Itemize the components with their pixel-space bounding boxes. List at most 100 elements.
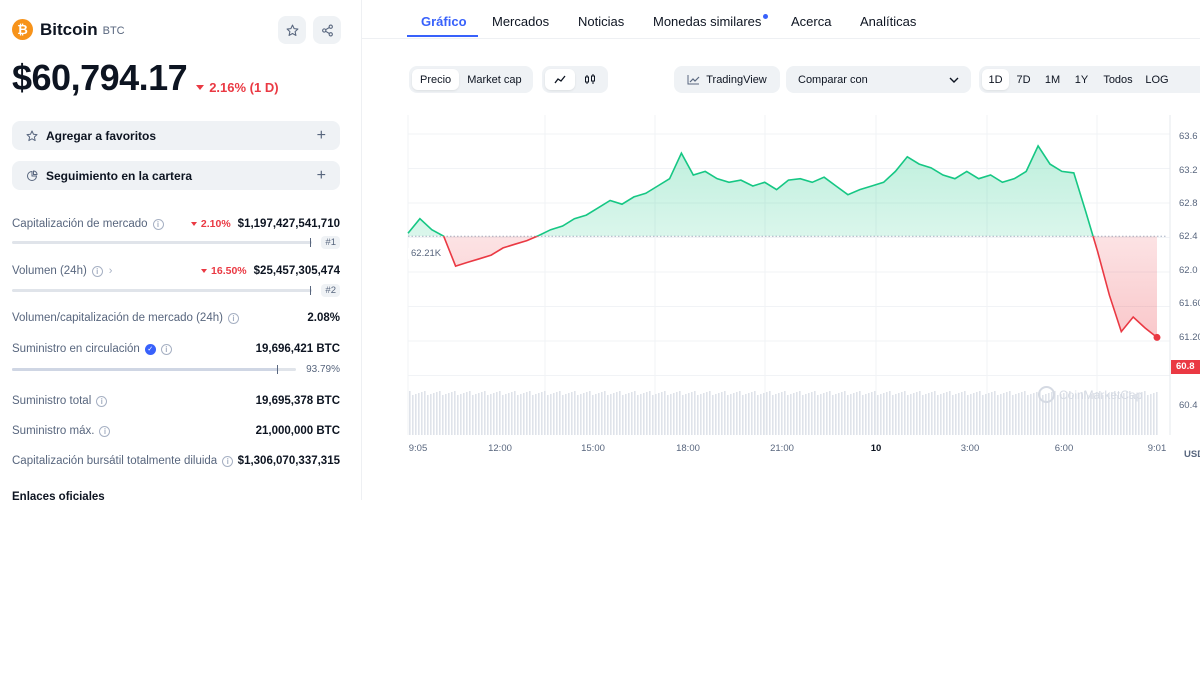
track-portfolio-label: Seguimiento en la cartera — [46, 168, 193, 183]
volume-bar — [739, 391, 741, 435]
volume-rank-badge: #2 — [321, 283, 340, 297]
range-1m-button[interactable]: 1M — [1044, 73, 1061, 86]
info-icon[interactable]: i — [160, 343, 172, 355]
volume-bar — [1021, 392, 1023, 435]
volume-bar — [943, 393, 945, 435]
volume-bar — [826, 392, 828, 435]
tab-chart[interactable]: Gráfico — [421, 14, 467, 29]
price-chart-svg: 9:05 12:00 15:00 18:00 21:00 10 3:00 6:00 9:01 6… — [407, 115, 1200, 454]
range-7d-button[interactable]: 7D — [1016, 73, 1031, 86]
share-button[interactable] — [313, 16, 341, 44]
tab-similar-coins[interactable]: Monedas similares — [653, 14, 762, 29]
stat-max-supply-value: 21,000,000 BTC — [255, 425, 340, 437]
volume-bar — [601, 392, 603, 435]
volume-bar — [1087, 395, 1089, 435]
volume-bar — [1144, 391, 1146, 435]
log-scale-button[interactable]: LOG — [1145, 73, 1169, 86]
marketcap-toggle-button[interactable]: Market cap — [467, 73, 522, 86]
volume-bar — [706, 392, 708, 435]
volume-bar — [745, 394, 747, 435]
chevron-down-icon — [949, 77, 959, 83]
tradingview-button[interactable]: TradingView — [674, 66, 780, 93]
volume-bar — [532, 395, 534, 435]
volume-bar — [811, 392, 813, 435]
volume-bar — [640, 394, 642, 435]
area-fill-up — [408, 145, 1157, 237]
candlestick-icon — [585, 74, 595, 84]
volume-bar — [982, 395, 984, 435]
volume-bar — [898, 393, 900, 435]
volume-bar — [1042, 395, 1044, 435]
y-axis-tick-label: 61.60 — [1179, 298, 1200, 309]
info-icon[interactable]: i — [91, 265, 103, 277]
price-toggle-button[interactable]: Precio — [412, 69, 460, 90]
stat-volume: Volumen (24h) i › 16.50% $25,457,305,474 — [12, 265, 340, 277]
range-all-button[interactable]: Todos — [1103, 73, 1133, 86]
volume-bar — [1156, 392, 1158, 435]
volume-bar — [886, 392, 888, 435]
tab-markets[interactable]: Mercados — [492, 14, 550, 29]
chevron-right-icon[interactable]: › — [108, 265, 113, 277]
volume-bar — [763, 393, 765, 435]
volume-bar — [664, 391, 666, 435]
volume-bar — [418, 393, 420, 435]
volume-bar — [487, 395, 489, 435]
volume-bar — [874, 391, 876, 435]
down-arrow-icon — [201, 269, 208, 273]
favorite-button[interactable] — [278, 16, 306, 44]
tab-analytics[interactable]: Analíticas — [860, 14, 917, 29]
volume-bar — [1057, 395, 1059, 435]
volume-bar — [889, 391, 891, 435]
range-1y-button[interactable]: 1Y — [1074, 73, 1089, 86]
tab-news[interactable]: Noticias — [578, 14, 625, 29]
volume-bar — [877, 395, 879, 435]
volume-bar — [880, 394, 882, 435]
stat-market-cap-value: $1,197,427,541,710 — [237, 218, 340, 230]
stat-circulating-supply: Suministro en circulación ✓ i 19,696,421 B… — [12, 343, 340, 355]
volume-bars — [409, 391, 1158, 435]
info-icon[interactable]: i — [96, 395, 108, 407]
volume-bar — [922, 395, 924, 435]
volume-bar — [547, 395, 549, 435]
trending-chart-icon — [687, 75, 700, 85]
tradingview-label: TradingView — [706, 73, 767, 86]
circulating-supply-bar: 93.79% — [12, 363, 340, 375]
compare-with-dropdown[interactable]: Comparar con — [786, 66, 971, 93]
volume-bar — [985, 394, 987, 435]
down-arrow-icon — [190, 222, 197, 226]
volume-bar — [949, 391, 951, 435]
candlestick-chart-button[interactable] — [575, 69, 605, 90]
volume-bar — [424, 391, 426, 435]
range-1d-button[interactable]: 1D — [982, 69, 1009, 90]
info-icon[interactable]: i — [99, 425, 111, 437]
stat-fdv-value: $1,306,070,337,315 — [237, 455, 340, 467]
volume-bar — [490, 394, 492, 435]
line-chart-button[interactable] — [545, 69, 575, 90]
volume-bar — [778, 393, 780, 435]
add-to-favorites-button[interactable]: Agregar a favoritos + — [12, 121, 340, 150]
volume-bar — [784, 391, 786, 435]
volume-bar — [544, 391, 546, 435]
info-icon[interactable]: i — [227, 312, 239, 324]
volume-bar — [1060, 394, 1062, 435]
stat-volume-label: Volumen (24h) — [12, 265, 87, 277]
volume-bar — [466, 392, 468, 435]
info-icon[interactable]: i — [222, 455, 234, 467]
volume-bar — [682, 395, 684, 435]
price-chart[interactable]: 9:05 12:00 15:00 18:00 21:00 10 3:00 6:00 9:01 6… — [362, 100, 1200, 500]
coin-symbol: BTC — [102, 25, 125, 37]
compare-with-label: Comparar con — [798, 73, 868, 86]
volume-bar — [598, 393, 600, 435]
current-price-dot — [1153, 333, 1161, 341]
tab-about[interactable]: Acerca — [791, 14, 832, 29]
volume-bar — [649, 391, 651, 435]
track-portfolio-button[interactable]: Seguimiento en la cartera + — [12, 161, 340, 190]
volume-bar — [427, 395, 429, 435]
volume-bar — [928, 393, 930, 435]
volume-bar — [421, 392, 423, 435]
volume-bar — [493, 393, 495, 435]
volume-bar — [961, 392, 963, 435]
volume-bar — [814, 391, 816, 435]
bitcoin-logo-icon: ₿ — [12, 19, 33, 40]
info-icon[interactable]: i — [152, 218, 164, 230]
